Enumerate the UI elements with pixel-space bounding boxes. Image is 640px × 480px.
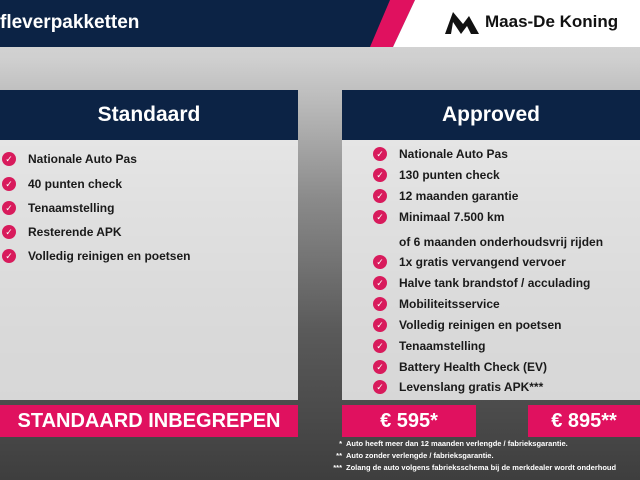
footnote: *** Zolang de auto volgens fabrieksschema… bbox=[333, 463, 617, 472]
feature-item: ✓ Levenslang gratis APK*** bbox=[373, 380, 543, 394]
page-title: fleverpakketten bbox=[0, 12, 140, 33]
check-icon: ✓ bbox=[373, 380, 387, 394]
logo-icon bbox=[445, 12, 479, 34]
feature-label: 1x gratis vervangend vervoer bbox=[399, 255, 566, 269]
approved-title: Approved bbox=[342, 90, 640, 140]
feature-item: ✓ Resterende APK bbox=[2, 225, 122, 239]
feature-label: Levenslang gratis APK*** bbox=[399, 380, 544, 394]
feature-item: ✓ Nationale Auto Pas bbox=[373, 147, 508, 161]
feature-item: ✓ Halve tank brandstof / acculading bbox=[373, 276, 590, 290]
header-stripe bbox=[370, 0, 640, 47]
feature-label: Halve tank brandstof / acculading bbox=[399, 276, 591, 290]
feature-item: ✓ Volledig reinigen en poetsen bbox=[373, 318, 561, 332]
check-icon: ✓ bbox=[2, 201, 16, 215]
feature-label: Nationale Auto Pas bbox=[28, 152, 137, 166]
check-icon: ✓ bbox=[373, 318, 387, 332]
footnote: ** Auto zonder verlengde / fabrieksgarant… bbox=[336, 451, 494, 460]
approved-price-2: € 895** bbox=[528, 405, 640, 437]
standaard-card: Standaard bbox=[0, 90, 298, 400]
standaard-price: STANDAARD INBEGREPEN bbox=[0, 405, 298, 437]
approved-price-1: € 595* bbox=[342, 405, 476, 437]
feature-item: ✓ Tenaamstelling bbox=[2, 201, 114, 215]
brand-logo: Maas-De Koning bbox=[445, 10, 618, 34]
check-icon: ✓ bbox=[2, 249, 16, 263]
feature-label: of 6 maanden onderhoudsvrij rijden bbox=[399, 235, 604, 249]
check-icon: ✓ bbox=[2, 225, 16, 239]
feature-label: Minimaal 7.500 km bbox=[399, 210, 505, 224]
feature-item: ✓ Volledig reinigen en poetsen bbox=[2, 249, 190, 263]
feature-item: ✓ 12 maanden garantie bbox=[373, 189, 518, 203]
feature-item: ✓ Minimaal 7.500 km bbox=[373, 210, 504, 224]
footnote: * Auto heeft meer dan 12 maanden verlengd… bbox=[339, 439, 568, 448]
approved-card: Approved bbox=[342, 90, 640, 400]
feature-label: Battery Health Check (EV) bbox=[399, 360, 548, 374]
feature-label: Resterende APK bbox=[28, 225, 122, 239]
feature-label: Tenaamstelling bbox=[28, 201, 115, 215]
check-icon: ✓ bbox=[373, 147, 387, 161]
feature-item: ✓ 130 punten check bbox=[373, 168, 500, 182]
feature-item: ✓ Tenaamstelling bbox=[373, 339, 485, 353]
feature-label: 12 maanden garantie bbox=[399, 189, 519, 203]
check-icon: ✓ bbox=[373, 189, 387, 203]
header: fleverpakketten Maas-De Koning bbox=[0, 0, 640, 47]
check-icon: ✓ bbox=[373, 168, 387, 182]
check-icon: ✓ bbox=[2, 177, 16, 191]
feature-label: Nationale Auto Pas bbox=[399, 147, 508, 161]
feature-label: Tenaamstelling bbox=[399, 339, 486, 353]
check-icon: ✓ bbox=[2, 152, 16, 166]
check-icon: ✓ bbox=[373, 360, 387, 374]
feature-label: Mobiliteitsservice bbox=[399, 297, 500, 311]
feature-label: Volledig reinigen en poetsen bbox=[399, 318, 562, 332]
feature-label: Volledig reinigen en poetsen bbox=[28, 249, 191, 263]
feature-item: ✓of 6 maanden onderhoudsvrij rijden bbox=[373, 235, 603, 249]
check-icon: ✓ bbox=[373, 339, 387, 353]
feature-label: 130 punten check bbox=[399, 168, 500, 182]
feature-item: ✓ Battery Health Check (EV) bbox=[373, 360, 547, 374]
check-icon: ✓ bbox=[373, 297, 387, 311]
check-icon: ✓ bbox=[373, 255, 387, 269]
feature-item: ✓ Nationale Auto Pas bbox=[2, 152, 137, 166]
feature-label: 40 punten check bbox=[28, 177, 123, 191]
check-icon: ✓ bbox=[373, 276, 387, 290]
standaard-title: Standaard bbox=[0, 90, 298, 140]
brand-name: Maas-De Koning bbox=[485, 12, 619, 31]
feature-item: ✓ 1x gratis vervangend vervoer bbox=[373, 255, 566, 269]
check-icon: ✓ bbox=[373, 210, 387, 224]
feature-item: ✓ Mobiliteitsservice bbox=[373, 297, 500, 311]
feature-item: ✓ 40 punten check bbox=[2, 177, 122, 191]
